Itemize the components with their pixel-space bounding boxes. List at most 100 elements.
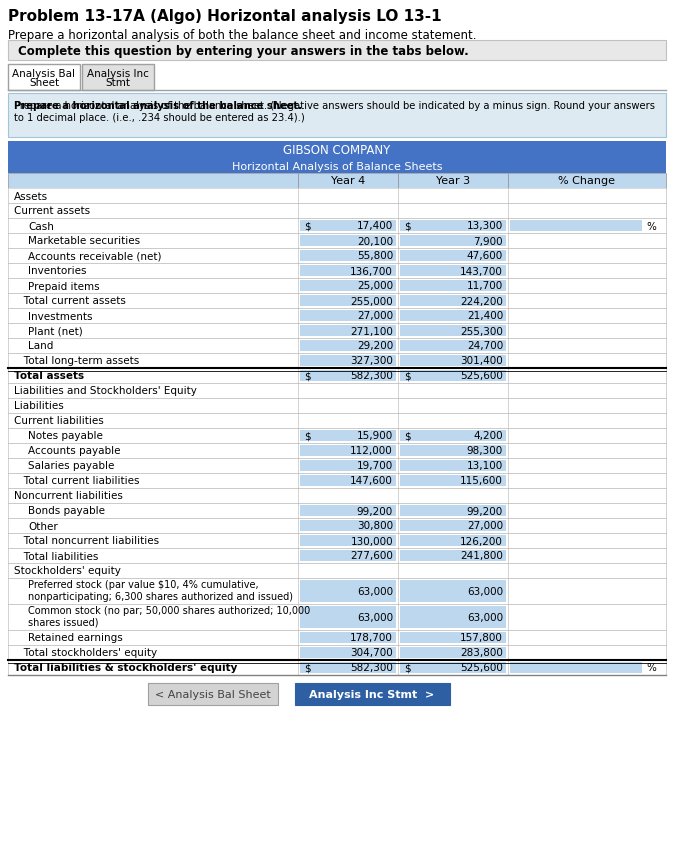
Text: 582,300: 582,300: [350, 663, 393, 673]
Bar: [300, 296, 396, 306]
Bar: [8, 630, 666, 645]
Text: 13,100: 13,100: [467, 461, 503, 471]
Bar: [400, 520, 506, 531]
Text: 21,400: 21,400: [467, 311, 503, 321]
Text: Accounts payable: Accounts payable: [28, 446, 121, 456]
Text: Total assets: Total assets: [14, 371, 84, 381]
Text: Prepare a horizontal analysis of the balance sheet.: Prepare a horizontal analysis of the bal…: [14, 101, 302, 111]
Text: Liabilities: Liabilities: [14, 401, 64, 411]
Text: Liabilities and Stockholders' Equity: Liabilities and Stockholders' Equity: [14, 386, 197, 396]
Text: Assets: Assets: [14, 191, 48, 201]
Text: 112,000: 112,000: [350, 446, 393, 456]
Text: 7,900: 7,900: [473, 236, 503, 247]
Text: % Change: % Change: [559, 177, 615, 186]
Bar: [8, 660, 666, 676]
Bar: [8, 218, 666, 234]
Bar: [400, 461, 506, 472]
Bar: [400, 445, 506, 456]
Bar: [300, 310, 396, 322]
Text: 136,700: 136,700: [350, 266, 393, 276]
Text: Prepare a horizontal analysis of the balance sheet. (Negative answers should be : Prepare a horizontal analysis of the bal…: [14, 101, 655, 111]
Bar: [8, 428, 666, 444]
Text: 143,700: 143,700: [460, 266, 503, 276]
Text: 283,800: 283,800: [460, 647, 503, 658]
Bar: [300, 431, 396, 442]
Text: Land: Land: [28, 341, 53, 351]
Bar: [8, 234, 666, 249]
Text: Stmt: Stmt: [106, 78, 131, 88]
Text: 55,800: 55,800: [357, 251, 393, 261]
Bar: [300, 662, 396, 673]
Text: 255,300: 255,300: [460, 326, 503, 336]
Bar: [300, 606, 396, 629]
Bar: [400, 296, 506, 306]
Bar: [8, 519, 666, 533]
Bar: [8, 309, 666, 323]
Text: Horizontal Analysis of Balance Sheets: Horizontal Analysis of Balance Sheets: [232, 161, 442, 171]
Text: Prepare a horizontal analysis of both the balance sheet and income statement.: Prepare a horizontal analysis of both th…: [8, 30, 477, 43]
Text: 525,600: 525,600: [460, 663, 503, 673]
Bar: [300, 536, 396, 547]
Bar: [300, 461, 396, 472]
Text: 582,300: 582,300: [350, 371, 393, 381]
Text: $: $: [304, 371, 311, 381]
Text: 24,700: 24,700: [467, 341, 503, 351]
Text: 255,000: 255,000: [350, 296, 393, 306]
Text: Prepaid items: Prepaid items: [28, 281, 100, 291]
Bar: [8, 279, 666, 293]
Text: 98,300: 98,300: [467, 446, 503, 456]
Text: $: $: [304, 663, 311, 673]
Bar: [300, 580, 396, 602]
Bar: [8, 604, 666, 630]
Text: Total current assets: Total current assets: [14, 296, 126, 306]
Text: Current assets: Current assets: [14, 206, 90, 217]
Text: 178,700: 178,700: [350, 633, 393, 643]
Bar: [8, 354, 666, 368]
Text: 301,400: 301,400: [460, 356, 503, 366]
Text: Inventories: Inventories: [28, 266, 86, 276]
Text: 20,100: 20,100: [357, 236, 393, 247]
Bar: [400, 221, 506, 232]
Text: 15,900: 15,900: [357, 431, 393, 441]
Bar: [8, 458, 666, 473]
Text: Total liabilities: Total liabilities: [14, 551, 98, 560]
Text: Stockholders' equity: Stockholders' equity: [14, 566, 121, 576]
Text: 99,200: 99,200: [357, 506, 393, 516]
Bar: [300, 370, 396, 381]
Text: 4,200: 4,200: [473, 431, 503, 441]
Bar: [8, 414, 666, 428]
Text: Total liabilities & stockholders' equity: Total liabilities & stockholders' equity: [14, 663, 237, 673]
Bar: [400, 662, 506, 673]
Bar: [8, 444, 666, 458]
Bar: [300, 265, 396, 276]
Text: 63,000: 63,000: [467, 586, 503, 596]
Bar: [8, 249, 666, 264]
Bar: [400, 326, 506, 337]
Bar: [300, 326, 396, 337]
Text: $: $: [404, 663, 410, 673]
Text: Year 4: Year 4: [331, 177, 365, 186]
Bar: [8, 503, 666, 519]
Bar: [8, 563, 666, 578]
Text: Cash: Cash: [28, 221, 54, 231]
Bar: [400, 536, 506, 547]
Text: Noncurrent liabilities: Noncurrent liabilities: [14, 491, 123, 501]
Text: Total current liabilities: Total current liabilities: [14, 476, 140, 486]
Bar: [400, 265, 506, 276]
Text: 130,000: 130,000: [350, 536, 393, 546]
Text: Total long-term assets: Total long-term assets: [14, 356, 140, 366]
Bar: [300, 221, 396, 232]
Bar: [300, 550, 396, 561]
Bar: [300, 281, 396, 292]
Bar: [8, 293, 666, 309]
Text: Plant (net): Plant (net): [28, 326, 83, 336]
Bar: [8, 159, 666, 174]
Text: 63,000: 63,000: [357, 586, 393, 596]
Text: 27,000: 27,000: [467, 521, 503, 531]
Text: $: $: [304, 431, 311, 441]
Text: 241,800: 241,800: [460, 551, 503, 560]
Bar: [8, 189, 666, 204]
Text: Analysis Bal: Analysis Bal: [13, 69, 75, 79]
Text: 13,300: 13,300: [467, 221, 503, 231]
Text: to 1 decimal place. (i.e., .234 should be entered as 23.4).): to 1 decimal place. (i.e., .234 should b…: [14, 113, 305, 123]
